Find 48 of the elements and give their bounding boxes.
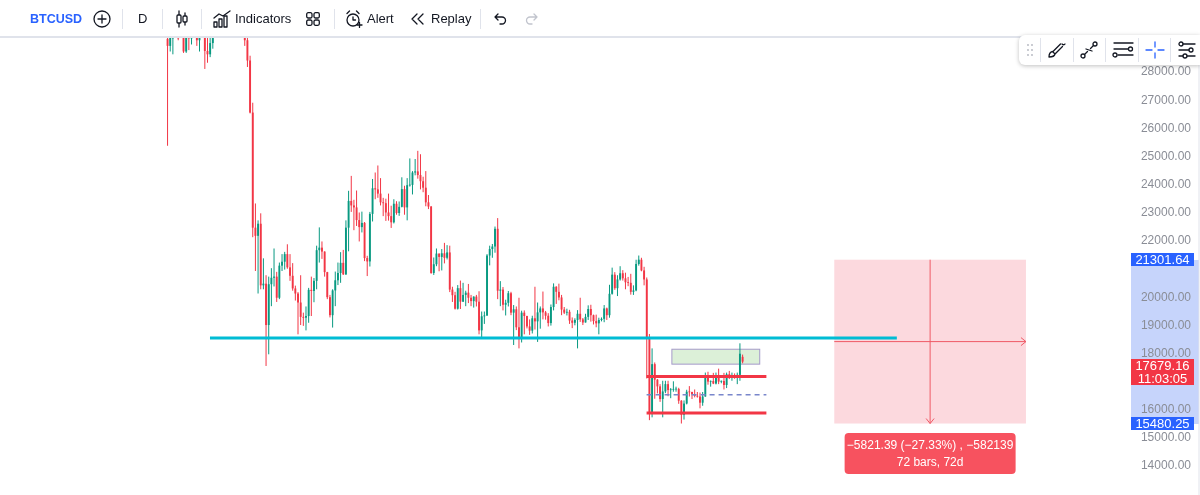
chart-title: BTCUSD (30, 11, 83, 28)
text: Replay (431, 10, 472, 28)
candlestick (342, 249, 345, 276)
text: D (138, 10, 148, 28)
annotation: 11:03:05 (1136, 370, 1189, 386)
y-tick-label: 28000.00 (1140, 64, 1192, 79)
candlestick (579, 297, 582, 323)
y-tick-label: 25000.00 (1140, 148, 1192, 163)
annotation: 17679.16 (1134, 357, 1191, 373)
candlestick (459, 280, 462, 310)
candlestick (467, 283, 470, 304)
candlestick (384, 198, 387, 222)
annotation: 21301.64 (1131, 252, 1194, 268)
candlestick (480, 311, 483, 338)
text: Alert (367, 10, 394, 28)
candlestick (669, 387, 672, 399)
candlestick (510, 291, 512, 316)
candlestick (667, 380, 670, 397)
y-tick-label: 22000.00 (1140, 233, 1192, 248)
candlestick (715, 372, 717, 385)
candlestick (203, 38, 206, 70)
candlestick (688, 385, 691, 398)
candlestick (446, 244, 449, 260)
candlestick (502, 286, 504, 311)
annotation: 15480.25 (1131, 416, 1194, 432)
candlestick (310, 276, 313, 317)
candlestick (699, 392, 701, 409)
annotation: 72 bars, 72d (896, 454, 964, 469)
y-tick-label: 14000.00 (1140, 458, 1192, 473)
candlestick (478, 290, 480, 335)
y-tick-label: 15000.00 (1140, 430, 1192, 445)
candlestick (494, 226, 496, 254)
y-tick-label: 16000.00 (1140, 402, 1192, 417)
y-tick-label: 23000.00 (1140, 205, 1192, 220)
y-tick-label: 19000.00 (1140, 317, 1192, 332)
candlestick (462, 282, 465, 303)
y-tick-label: 20000.00 (1140, 289, 1192, 304)
y-tick-label: 27000.00 (1140, 92, 1192, 107)
y-tick-label: 26000.00 (1140, 120, 1192, 135)
y-tick-label: 24000.00 (1140, 177, 1192, 192)
y-tick-label: 18000.00 (1140, 345, 1192, 360)
candlestick (523, 309, 526, 335)
text: Indicators (235, 10, 292, 28)
candlestick (424, 170, 427, 207)
candlestick (709, 379, 712, 388)
candlestick (339, 251, 342, 284)
annotation: −5821.39 (−27.33%) , −582139 (846, 438, 1014, 453)
candlestick (440, 248, 443, 271)
